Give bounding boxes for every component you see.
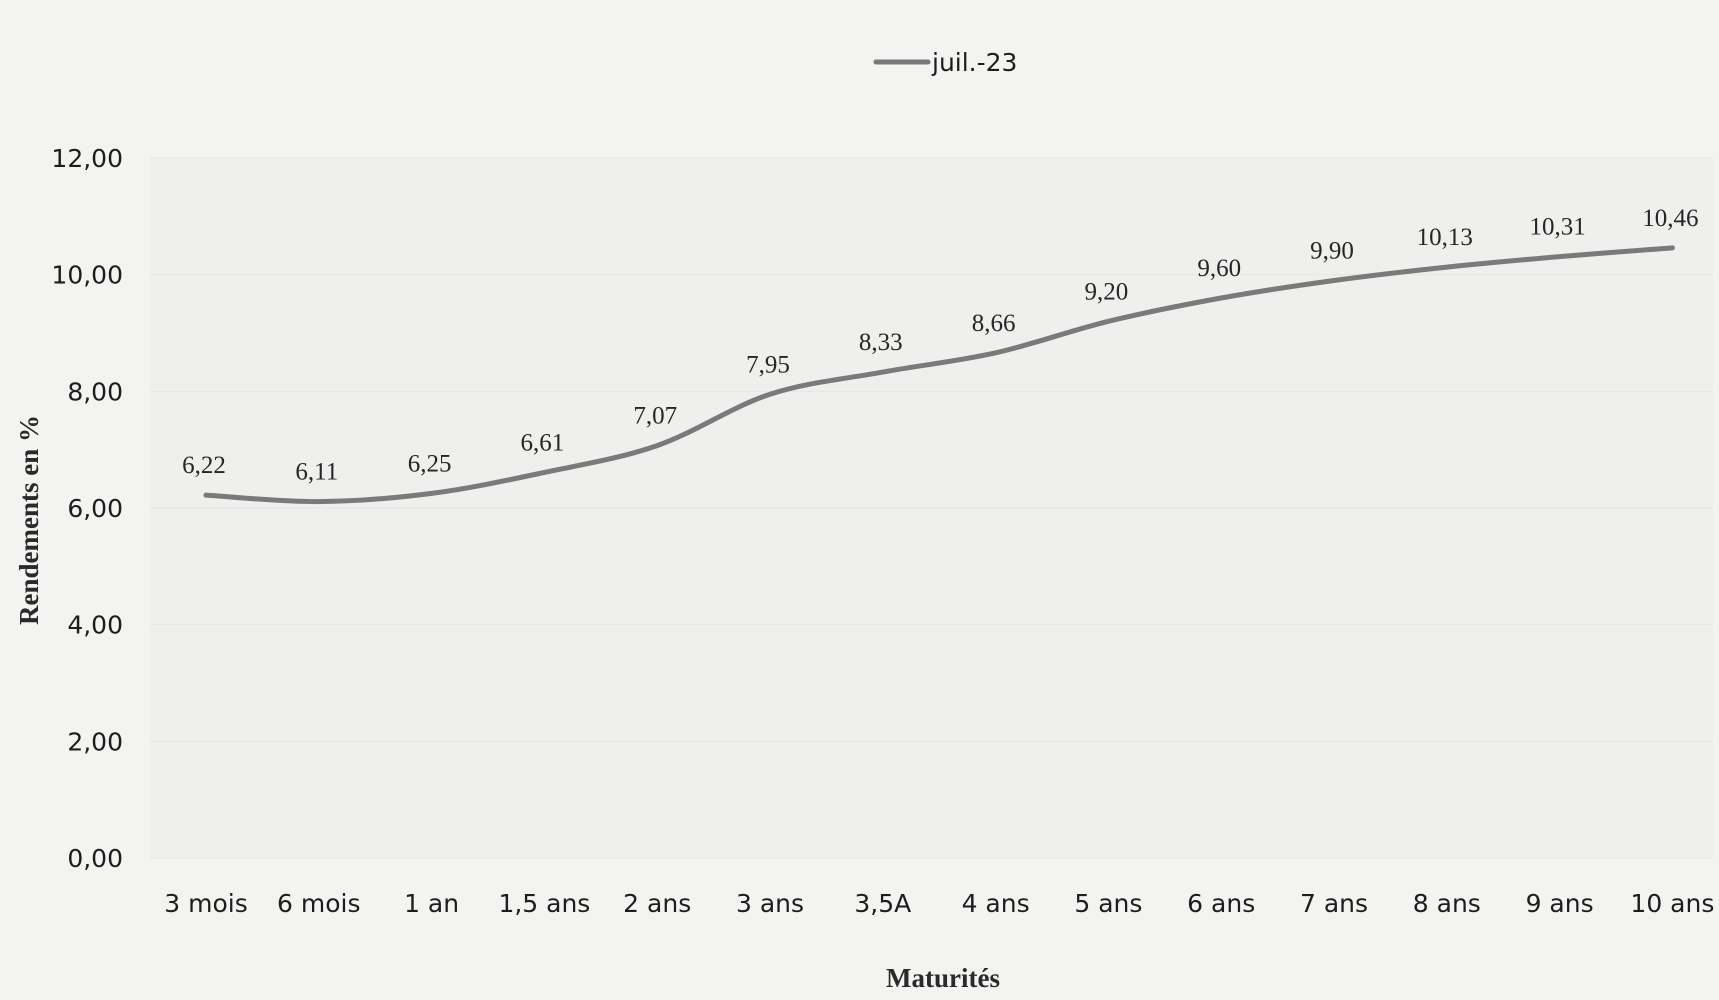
data-label: 8,33 [859,329,903,356]
x-tick-label: 8 ans [1413,889,1481,918]
y-tick-label: 0,00 [67,844,123,873]
data-label: 10,13 [1417,224,1473,251]
x-tick-label: 2 ans [623,889,691,918]
legend-label: juil.-23 [931,48,1017,77]
data-label: 6,61 [521,429,565,456]
gridlines [150,157,1713,859]
x-tick-label: 6 ans [1187,889,1255,918]
x-tick-label: 7 ans [1300,889,1368,918]
y-axis-title: Rendements en % [14,415,44,625]
y-tick-label: 12,00 [51,144,123,173]
y-tick-label: 4,00 [67,611,123,640]
data-label: 9,60 [1197,255,1241,282]
data-label: 9,90 [1310,238,1354,265]
y-tick-label: 8,00 [67,377,123,406]
x-tick-label: 1 an [404,889,459,918]
x-tick-label: 3,5A [854,889,911,918]
data-label: 10,46 [1642,205,1698,232]
x-tick-label: 3 mois [164,889,247,918]
x-axis-ticks: 3 mois 6 mois 1 an 1,5 ans 2 ans 3 ans 3,5A 4 a… [164,889,1714,918]
x-tick-label: 1,5 ans [498,889,590,918]
data-label: 6,25 [408,450,452,477]
data-label: 8,66 [972,310,1016,337]
data-label: 6,22 [182,452,226,479]
data-label: 9,20 [1085,278,1129,305]
data-label: 10,31 [1529,214,1585,241]
y-tick-label: 2,00 [67,727,123,756]
x-tick-label: 9 ans [1526,889,1594,918]
x-tick-label: 4 ans [962,889,1030,918]
data-label: 6,11 [295,459,338,486]
y-axis-ticks: 0,00 2,00 4,00 6,00 8,00 10,00 12,00 [51,144,123,873]
y-tick-label: 10,00 [51,261,123,290]
series-line-juil-23 [203,245,1675,505]
legend: juil.-23 [873,48,1017,77]
x-tick-label: 10 ans [1630,889,1714,918]
y-tick-label: 6,00 [67,494,123,523]
data-label: 7,95 [746,351,790,378]
data-labels: 6,22 6,11 6,25 6,61 7,07 7,95 8,33 8,66 9,20 9,60… [182,205,1698,486]
x-tick-label: 5 ans [1074,889,1142,918]
x-tick-label: 3 ans [736,889,804,918]
x-tick-label: 6 mois [277,889,360,918]
x-axis-title: Maturités [886,963,1000,993]
data-label: 7,07 [633,403,677,430]
